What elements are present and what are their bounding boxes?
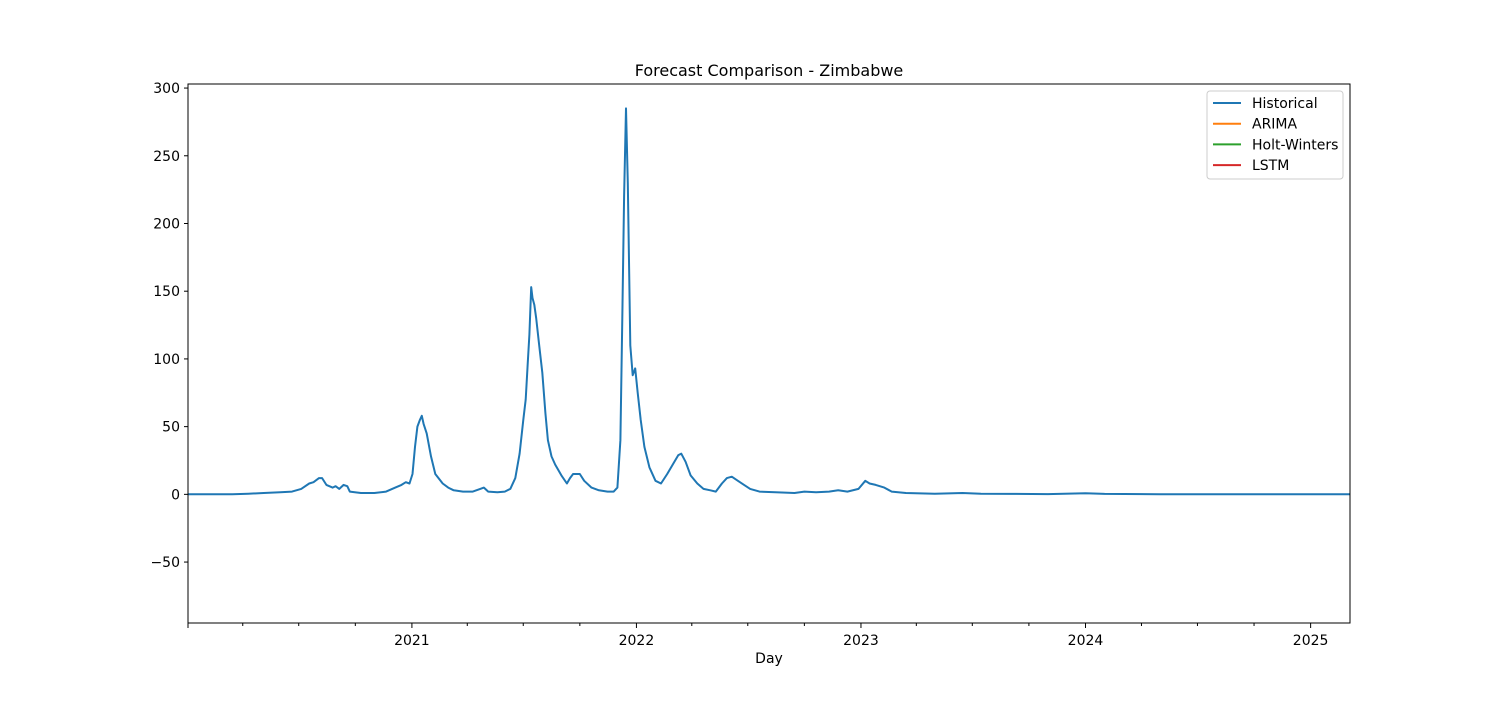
y-tick-label: −50 bbox=[150, 555, 180, 571]
x-tick-label: 2022 bbox=[619, 633, 655, 649]
x-tick-label: 2021 bbox=[394, 633, 430, 649]
legend-box bbox=[1206, 90, 1344, 180]
y-tick-label: 150 bbox=[153, 284, 180, 300]
x-tick-label: 2023 bbox=[843, 633, 879, 649]
y-tick-label: 200 bbox=[153, 216, 180, 232]
x-tick-label: 2024 bbox=[1068, 633, 1104, 649]
x-axis-label: Day bbox=[755, 651, 783, 667]
plot-frame bbox=[187, 83, 1351, 624]
x-axis: 2021 2022 2023 2024 2025 bbox=[187, 623, 1329, 649]
y-tick-label: 300 bbox=[153, 81, 180, 97]
plot-area bbox=[187, 83, 1351, 624]
series-layer bbox=[188, 107, 1350, 496]
chart-title: Forecast Comparison - Zimbabwe bbox=[635, 61, 904, 80]
legend-label-lstm: LSTM bbox=[1252, 158, 1289, 174]
y-axis: −50 0 50 100 150 200 250 300 bbox=[150, 81, 188, 571]
y-tick-label: 250 bbox=[153, 149, 180, 165]
y-tick-label: 100 bbox=[153, 352, 180, 368]
legend-label-historical: Historical bbox=[1252, 96, 1318, 112]
legend-label-holt-winters: Holt-Winters bbox=[1252, 137, 1338, 153]
x-tick-label: 2025 bbox=[1293, 633, 1329, 649]
y-tick-label: 0 bbox=[171, 487, 180, 503]
series-line-historical bbox=[188, 107, 1350, 496]
legend: Historical ARIMA Holt-Winters LSTM bbox=[1206, 90, 1344, 180]
y-tick-label: 50 bbox=[162, 420, 180, 436]
legend-label-arima: ARIMA bbox=[1252, 117, 1298, 133]
